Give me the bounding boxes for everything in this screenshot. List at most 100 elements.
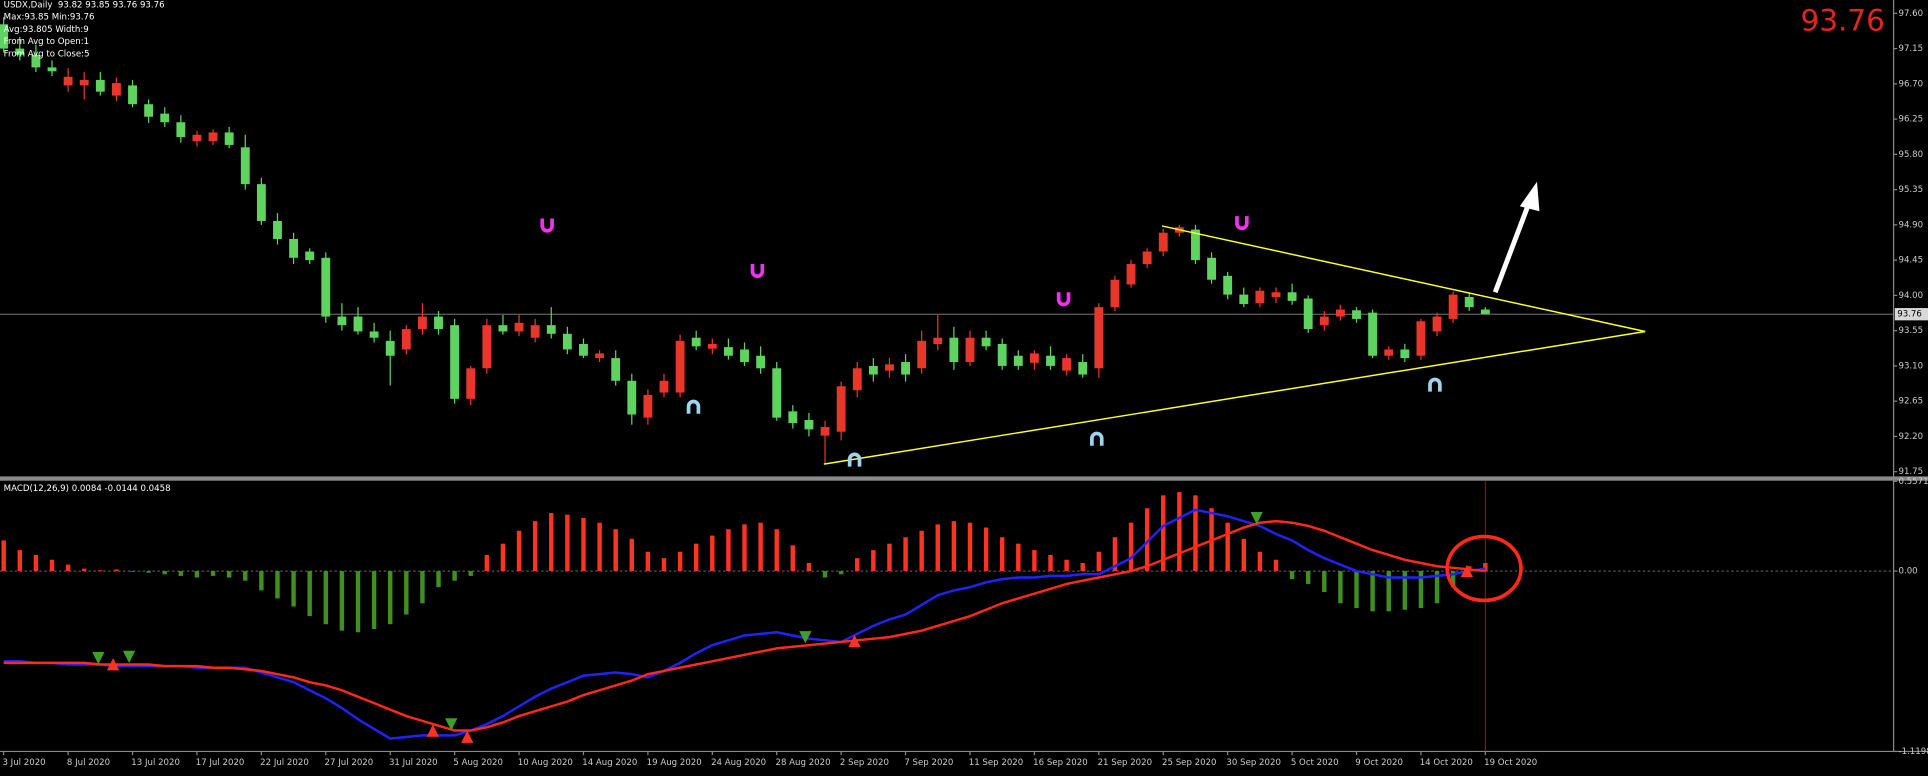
candle-body xyxy=(1432,316,1442,332)
histogram-bar xyxy=(1096,551,1102,572)
histogram-bar xyxy=(838,571,844,575)
histogram-bar xyxy=(1016,543,1021,572)
histogram-bar xyxy=(65,564,71,572)
histogram-bar xyxy=(275,571,280,599)
y-tick-label: 0.00 xyxy=(1898,567,1917,577)
candle-body xyxy=(417,316,427,330)
histogram-bar xyxy=(935,524,940,572)
candle-body xyxy=(144,104,154,117)
candle-body xyxy=(691,337,701,347)
candle-body xyxy=(1384,349,1394,356)
trend-line xyxy=(823,330,1646,465)
candle-body xyxy=(385,340,395,356)
macd-title: MACD(12,26,9) 0.0084 -0.0144 0.0458 xyxy=(4,484,171,494)
x-tick-label: 24 Aug 2020 xyxy=(711,758,766,768)
candle-body xyxy=(885,364,894,371)
candle-body xyxy=(595,353,605,359)
histogram-bar xyxy=(194,571,200,578)
histogram-bar xyxy=(307,571,312,617)
histogram-bar xyxy=(645,551,651,572)
histogram-bar xyxy=(114,569,119,572)
candle-body xyxy=(1239,294,1249,305)
histogram-bar xyxy=(339,571,345,631)
histogram-bar xyxy=(1338,571,1343,604)
candle-body xyxy=(804,419,814,430)
histogram-bar xyxy=(468,571,473,576)
candle-body xyxy=(450,325,460,399)
histogram-bar xyxy=(259,571,264,591)
histogram-bar xyxy=(1273,559,1279,572)
candle-body xyxy=(1094,307,1104,369)
macd-line xyxy=(3,519,1486,732)
candle-body xyxy=(1368,312,1378,356)
candle-body xyxy=(579,343,588,356)
histogram-bar xyxy=(903,537,908,572)
candle-body xyxy=(369,331,379,338)
y-tick-label: 93.10 xyxy=(1898,361,1923,371)
signal-up xyxy=(106,658,120,671)
histogram-bar xyxy=(17,550,23,572)
candle-body xyxy=(31,54,41,68)
x-tick-label: 17 Jul 2020 xyxy=(196,758,245,768)
x-tick-label: 28 Aug 2020 xyxy=(775,758,830,768)
signal-up xyxy=(1460,564,1474,578)
histogram-bar xyxy=(806,563,812,572)
candle-body xyxy=(1158,232,1168,252)
candle-body xyxy=(434,316,443,330)
histogram-bar xyxy=(693,543,699,572)
histogram-bar xyxy=(1177,492,1182,572)
x-tick-label: 10 Aug 2020 xyxy=(518,758,573,768)
candle-body xyxy=(1352,310,1361,319)
histogram-bar xyxy=(629,538,634,572)
candle-body xyxy=(1271,292,1281,297)
candle-body xyxy=(1400,349,1410,359)
candle-body xyxy=(0,24,9,49)
histogram-bar xyxy=(178,571,184,576)
candle-body xyxy=(659,380,669,393)
y-tick-label: 95.80 xyxy=(1898,150,1923,160)
histogram-bar xyxy=(291,571,296,607)
histogram-bar xyxy=(323,571,329,625)
candle-body xyxy=(240,147,250,185)
candle-body xyxy=(820,427,830,436)
signal-down xyxy=(1250,512,1263,525)
signal-down xyxy=(122,650,136,664)
candle-body xyxy=(1335,309,1345,317)
candle-body xyxy=(723,347,733,356)
histogram-bar xyxy=(677,551,683,572)
candle-body xyxy=(1126,264,1136,285)
y-tick-label: 91.75 xyxy=(1898,467,1923,477)
last-price-big: 93.76 xyxy=(1801,4,1885,38)
histogram-bar xyxy=(452,571,457,581)
trend-line xyxy=(1161,225,1646,333)
signal-down xyxy=(799,631,812,644)
histogram-bar xyxy=(420,571,425,604)
histogram-bar xyxy=(1048,554,1053,572)
candle-body xyxy=(514,322,524,332)
histogram-bar xyxy=(919,530,924,572)
histogram-bar xyxy=(581,517,586,572)
signal-down xyxy=(445,718,458,731)
direction-arrow xyxy=(1492,200,1532,294)
x-tick-label: 7 Sep 2020 xyxy=(904,758,953,768)
info-line: From Avg to Open:1 xyxy=(4,37,89,47)
histogram-bar xyxy=(661,558,667,572)
fractal-up xyxy=(1090,431,1104,446)
candle-body xyxy=(1480,309,1490,315)
histogram-bar xyxy=(1112,537,1118,572)
histogram-bar xyxy=(1322,571,1327,592)
y-tick-label: 96.70 xyxy=(1898,79,1923,89)
candle-body xyxy=(1319,316,1329,326)
fractal-down xyxy=(540,218,554,233)
signal-up xyxy=(848,634,861,648)
histogram-bar xyxy=(871,550,876,572)
candle-body xyxy=(176,122,186,138)
x-tick-label: 14 Aug 2020 xyxy=(582,758,637,768)
histogram-bar xyxy=(774,529,779,572)
histogram-bar xyxy=(790,545,796,572)
candle-body xyxy=(675,340,685,393)
last-price-tag-box xyxy=(1894,308,1928,321)
candle-body xyxy=(901,362,910,375)
histogram-bar xyxy=(1289,571,1295,580)
